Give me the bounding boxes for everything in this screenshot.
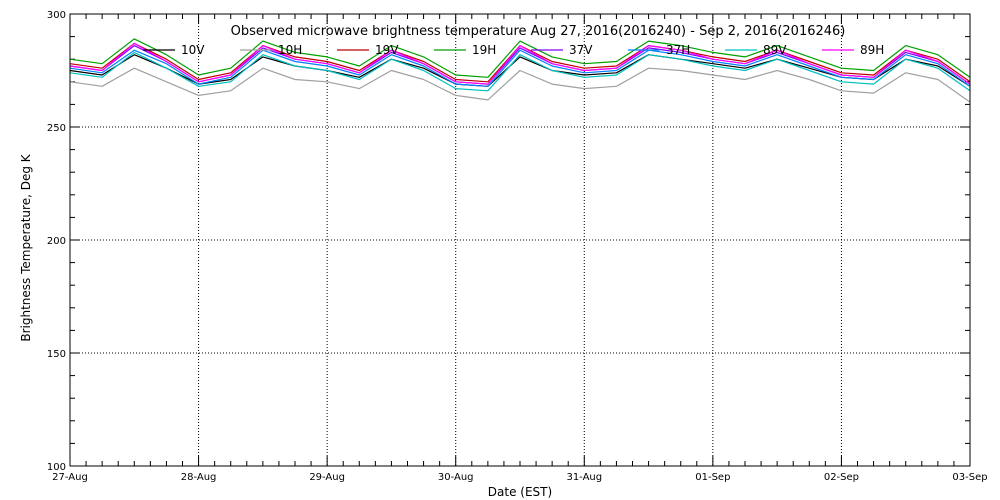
x-tick-label: 28-Aug (181, 472, 217, 483)
axis-ticks: 100 150 200 250 300 27-Aug 28-Aug 29-Aug 30-Aug 3… (47, 10, 988, 483)
grid-lines (70, 14, 970, 466)
legend-label-19v: 19V (375, 43, 399, 57)
x-tick-label: 30-Aug (438, 472, 474, 483)
y-tick-label: 200 (47, 236, 66, 247)
series-lines (69, 38, 971, 103)
x-tick-label: 29-Aug (309, 472, 345, 483)
legend-label-10v: 10V (181, 43, 205, 57)
series-line-10h (69, 67, 971, 103)
plot-frame (69, 13, 971, 467)
legend-label-10h: 10H (278, 43, 302, 57)
y-tick-label: 250 (47, 123, 66, 134)
y-tick-label: 100 (47, 462, 66, 473)
y-tick-label: 150 (47, 349, 66, 360)
series-line-10v (69, 54, 971, 87)
series-line-89v (69, 51, 971, 92)
legend-label-89h: 89H (860, 43, 884, 57)
x-axis-label: Date (EST) (488, 485, 552, 499)
legend-label-37v: 37V (569, 43, 593, 57)
legend-label-89v: 89V (763, 43, 787, 57)
chart-title: Observed microwave brightness temperatur… (231, 24, 846, 39)
series-line-37h (69, 49, 971, 87)
y-tick-label: 300 (47, 10, 66, 21)
x-tick-label: 31-Aug (566, 472, 602, 483)
x-tick-label: 01-Sep (695, 472, 730, 483)
y-axis-label: Brightness Temperature, Deg K (19, 153, 33, 341)
series-line-19h (69, 38, 971, 78)
x-tick-label: 27-Aug (52, 472, 88, 483)
legend-label-37h: 37H (666, 43, 690, 57)
x-tick-label: 03-Sep (952, 472, 987, 483)
legend: 10V 10H 19V 19H 37V 37H 89V 89H (143, 43, 884, 57)
legend-label-19h: 19H (472, 43, 496, 57)
x-tick-label: 02-Sep (824, 472, 859, 483)
series-line-89h (69, 42, 971, 85)
